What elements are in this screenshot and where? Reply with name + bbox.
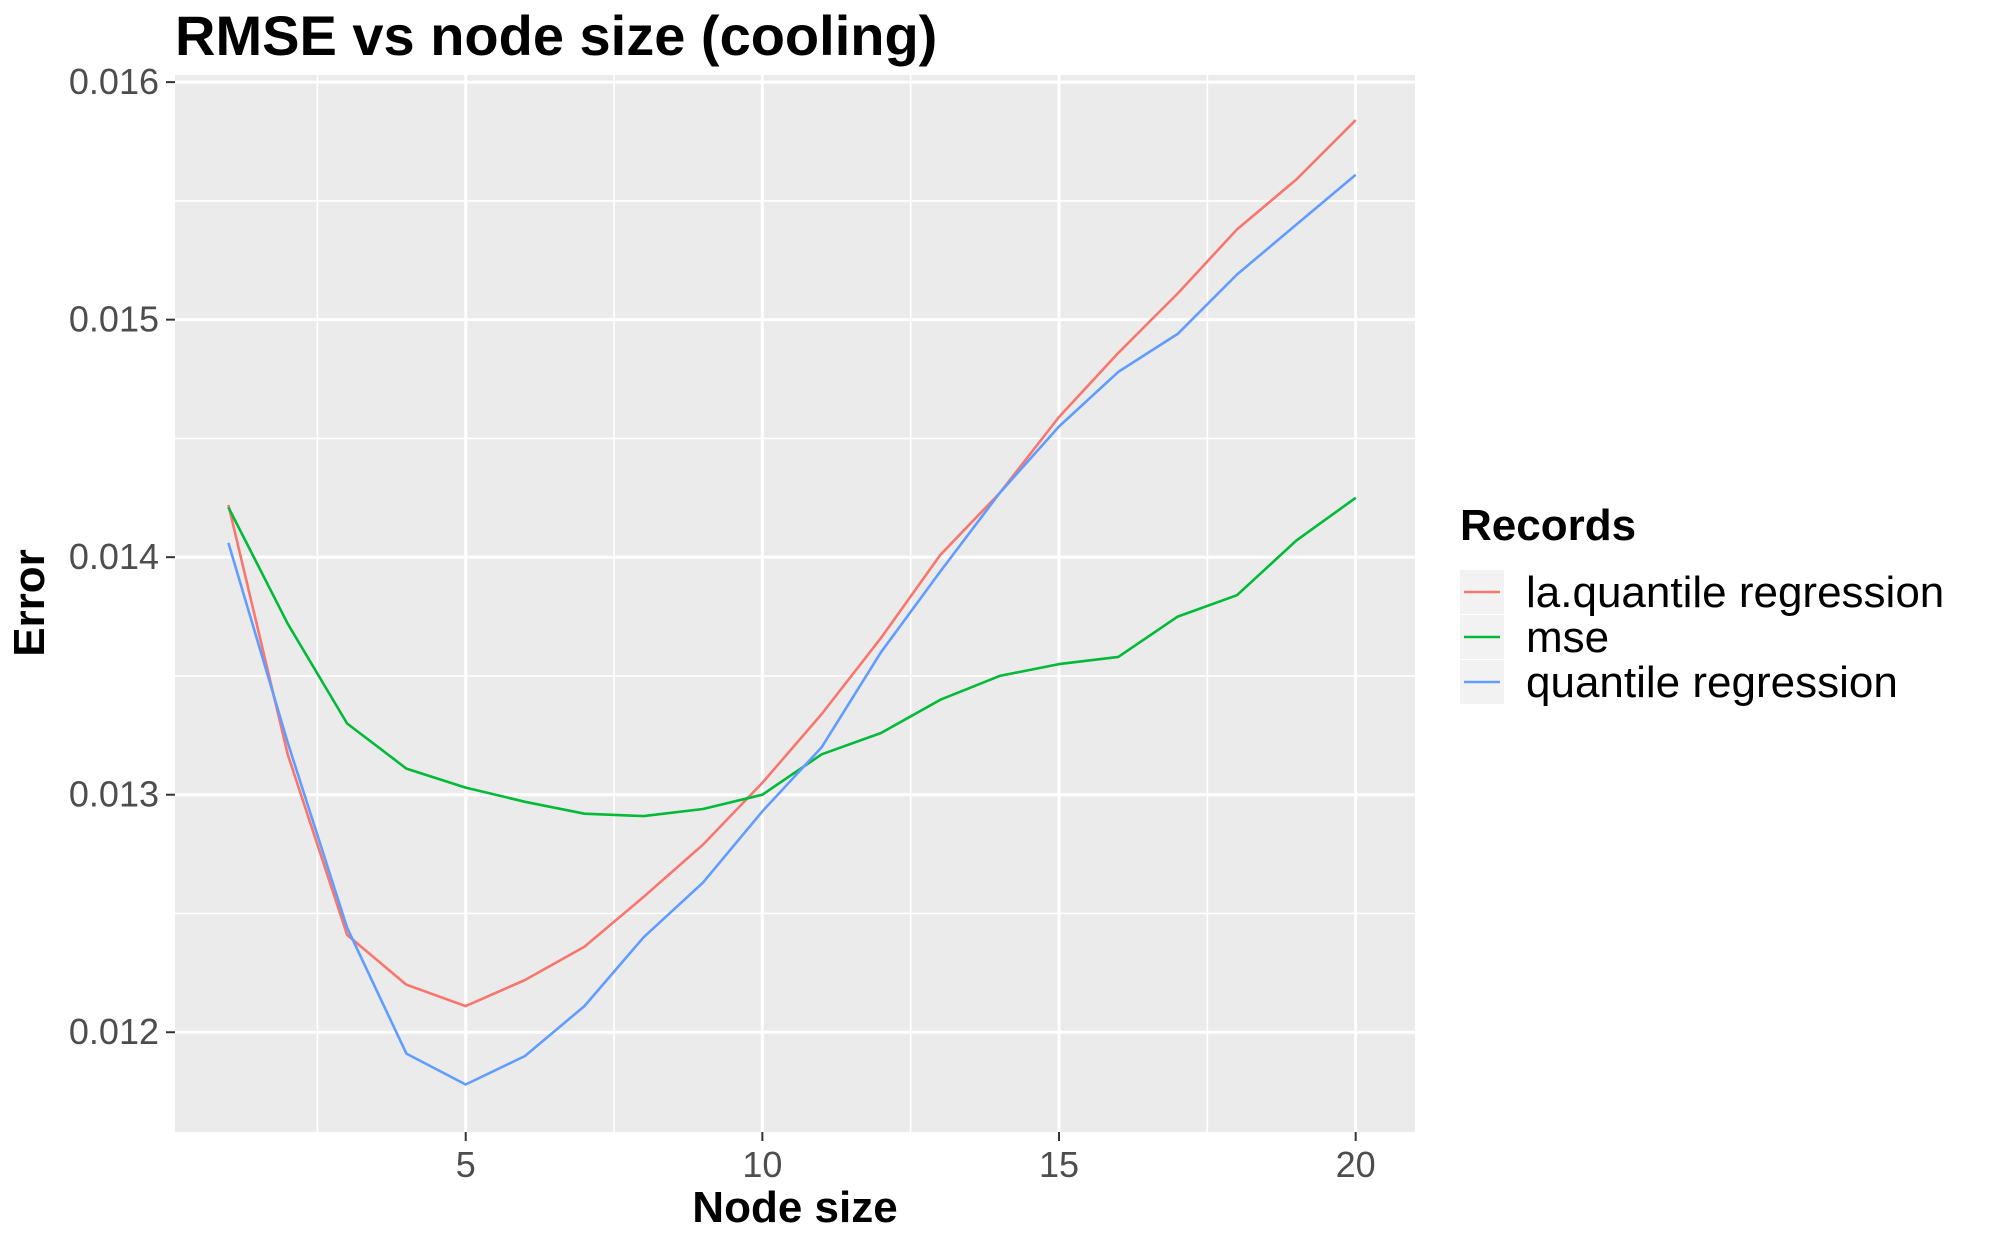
y-tick-label: 0.014 bbox=[69, 536, 159, 577]
series-line-mse bbox=[227, 496, 1357, 818]
x-tick-label: 20 bbox=[1336, 1144, 1376, 1185]
x-axis: 5 10 15 20 bbox=[456, 1132, 1376, 1185]
series-lines bbox=[227, 119, 1357, 1086]
legend: Records la.quantile regressionmsequantil… bbox=[1460, 501, 1944, 707]
y-tick-label: 0.012 bbox=[69, 1011, 159, 1052]
y-axis-title: Error bbox=[5, 549, 54, 657]
series-line-quantile-regression bbox=[227, 173, 1357, 1086]
legend-title: Records bbox=[1460, 501, 1636, 550]
minor-gridlines bbox=[175, 75, 1415, 1132]
chart-title: RMSE vs node size (cooling) bbox=[175, 4, 937, 67]
y-tick-label: 0.015 bbox=[69, 299, 159, 340]
plot-panel bbox=[175, 75, 1415, 1132]
series-line-la-quantile-regression bbox=[227, 119, 1357, 1008]
legend-label-mse: mse bbox=[1526, 613, 1609, 662]
y-tick-label: 0.013 bbox=[69, 774, 159, 815]
x-axis-title: Node size bbox=[692, 1183, 897, 1232]
x-tick-label: 5 bbox=[456, 1144, 476, 1185]
y-axis: 0.012 0.013 0.014 0.015 0.016 bbox=[69, 61, 175, 1052]
y-tick-label: 0.016 bbox=[69, 61, 159, 102]
major-gridlines bbox=[175, 75, 1415, 1132]
x-tick-label: 10 bbox=[742, 1144, 782, 1185]
legend-label-la-quantile-regression: la.quantile regression bbox=[1526, 568, 1944, 617]
x-tick-label: 15 bbox=[1039, 1144, 1079, 1185]
legend-label-quantile-regression: quantile regression bbox=[1526, 658, 1898, 707]
